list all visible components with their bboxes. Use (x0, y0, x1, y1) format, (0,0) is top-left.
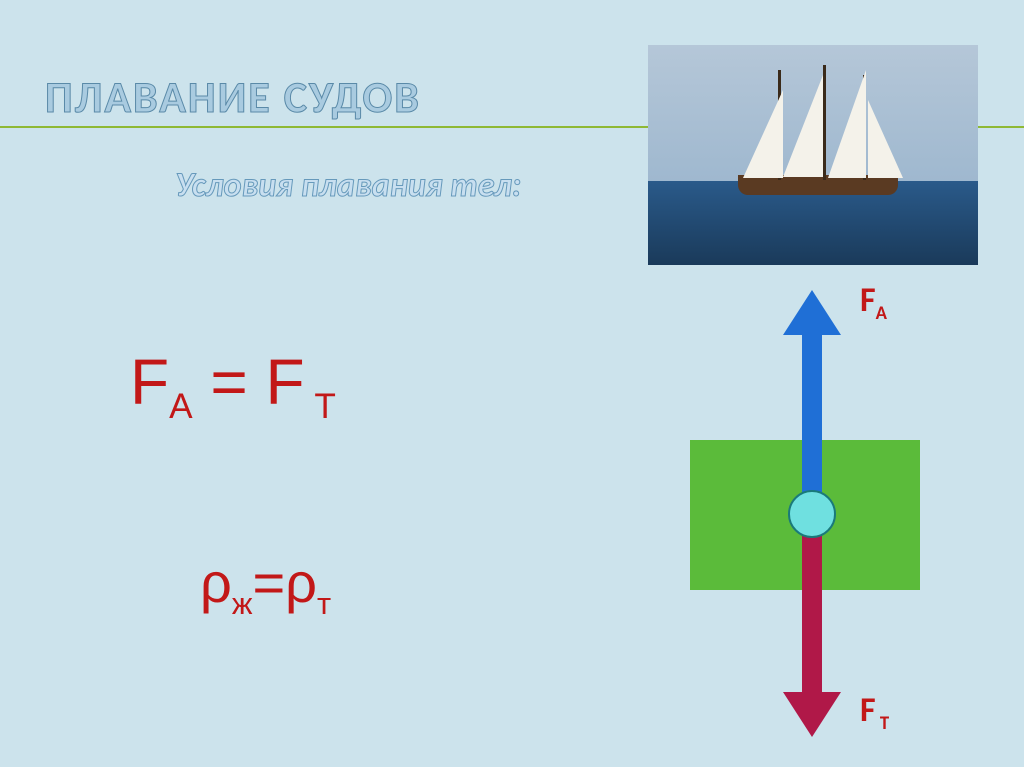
label-ft-base: F (860, 690, 876, 731)
formula-rhs-base: ρ (285, 551, 317, 614)
force-diagram: FA F Т (650, 280, 950, 700)
formula-op: = (193, 346, 266, 418)
formula-force-balance: FA = F Т (130, 345, 336, 427)
ship-photo (648, 45, 978, 265)
page-title: ПЛАВАНИЕ СУДОВ (45, 70, 421, 124)
diagram-center-point (788, 490, 836, 538)
formula-rhs-sub: Т (305, 387, 336, 426)
label-fa-base: F (860, 280, 876, 321)
label-fa-sub: A (876, 302, 887, 325)
slide: ПЛАВАНИЕ СУДОВ Условия плавания тел: FA … (0, 0, 1024, 767)
arrow-up-shaft (802, 330, 822, 512)
formula-rhs-sub: т (317, 586, 331, 621)
photo-hull (738, 175, 898, 195)
formula-rhs-base: F (266, 346, 305, 418)
label-ft-sub: Т (876, 712, 889, 735)
arrow-down-head-icon (783, 692, 841, 737)
formula-density-balance: ρж=ρт (200, 550, 331, 622)
photo-mast (823, 65, 826, 180)
formula-lhs-sub: A (169, 387, 192, 426)
formula-lhs-base: F (130, 346, 169, 418)
formula-lhs-base: ρ (200, 551, 232, 614)
label-ft: F Т (860, 690, 889, 735)
arrow-down-shaft (802, 518, 822, 696)
subtitle: Условия плавания тел: (175, 165, 521, 206)
arrow-up-head-icon (783, 290, 841, 335)
label-fa: FA (860, 280, 887, 325)
formula-lhs-sub: ж (232, 586, 253, 621)
formula-op: = (252, 551, 285, 614)
